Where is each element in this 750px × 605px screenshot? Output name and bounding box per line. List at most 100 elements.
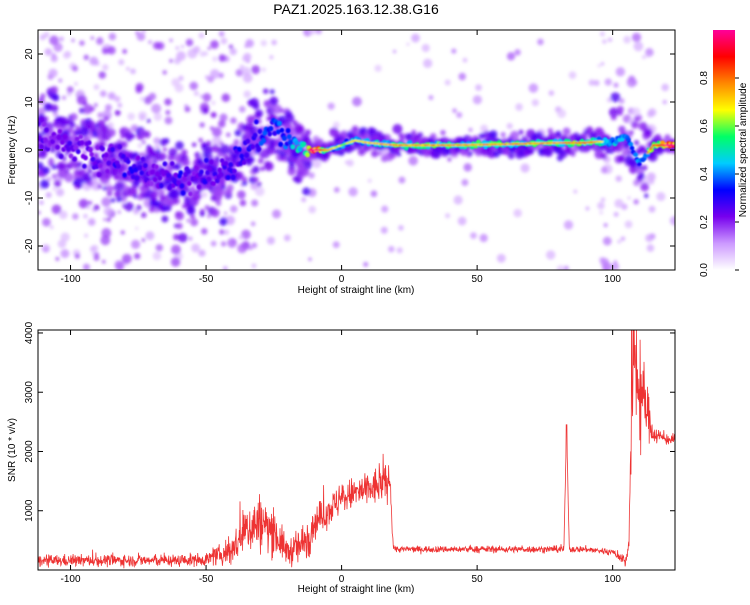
noise-blob [363, 261, 369, 267]
noise-blob [220, 241, 227, 247]
noise-blob [238, 105, 246, 113]
halo-blob [202, 107, 209, 114]
noise-blob [248, 245, 253, 251]
halo-blob [164, 204, 172, 212]
noise-blob [468, 127, 473, 132]
halo-blob [114, 109, 121, 116]
halo-blob [264, 161, 274, 172]
noise-blob [648, 205, 656, 213]
halo-blob [377, 151, 382, 156]
ridge-blob [59, 139, 65, 145]
noise-blob [83, 213, 88, 219]
noise-blob [170, 244, 181, 255]
halo-blob [158, 189, 165, 196]
noise-blob [496, 253, 506, 263]
noise-blob [235, 68, 244, 77]
halo-blob [186, 206, 196, 216]
noise-blob [82, 263, 91, 270]
halo-blob [279, 108, 285, 113]
colorbar: 0.0 0.2 0.4 0.6 0.8 Normalized spectral ampl… [699, 30, 749, 277]
noise-blob [479, 233, 488, 243]
halo-blob [64, 172, 74, 183]
noise-blob [457, 216, 467, 226]
ridge-blob [95, 145, 101, 151]
ridge-blob [186, 180, 192, 187]
noise-blob [251, 242, 258, 249]
noise-blob [83, 54, 89, 61]
noise-blob [45, 192, 52, 198]
noise-blob [261, 67, 266, 72]
halo-blob [644, 193, 649, 199]
noise-blob [185, 38, 194, 47]
noise-blob [239, 64, 245, 70]
halo-blob [221, 184, 226, 190]
halo-blob [573, 145, 580, 152]
noise-blob [101, 197, 112, 207]
noise-blob [39, 200, 44, 205]
ridge-blob [58, 153, 64, 160]
halo-blob [220, 144, 230, 155]
noise-blob [135, 226, 139, 230]
halo-blob [304, 135, 309, 140]
noise-blob [624, 220, 633, 229]
halo-blob [43, 116, 49, 122]
ridge-blob [38, 121, 41, 127]
noise-blob [210, 40, 219, 49]
x-tick-label: 100 [604, 274, 621, 285]
noise-blob [411, 33, 420, 43]
noise-blob [72, 213, 79, 220]
halo-blob [639, 146, 647, 154]
noise-blob [184, 104, 188, 108]
noise-blob [199, 51, 206, 57]
x-tick-label: -50 [199, 274, 214, 285]
snr-y-axis: 1000 2000 3000 4000 [24, 321, 675, 522]
colorbar-tick-label: 0.4 [699, 167, 710, 181]
ridge-blob [279, 127, 285, 133]
halo-blob [174, 163, 182, 171]
halo-blob [205, 140, 212, 147]
noise-blob [398, 225, 404, 231]
noise-blob [139, 96, 145, 102]
halo-blob [633, 140, 640, 146]
halo-blob [46, 122, 53, 129]
noise-blob [444, 79, 451, 86]
ridge-blob [223, 160, 229, 167]
noise-blob [74, 82, 78, 86]
ridge-core [646, 151, 650, 154]
halo-blob [161, 215, 169, 223]
halo-blob [211, 127, 222, 137]
halo-blob [169, 188, 180, 198]
halo-blob [664, 134, 671, 141]
ridge-blob [169, 161, 175, 167]
halo-blob [600, 153, 608, 160]
noise-blob [62, 51, 70, 59]
ridge-blob [207, 166, 213, 172]
halo-blob [139, 152, 145, 158]
spectrogram-y-axis: -20 -10 0 10 20 [24, 48, 675, 253]
halo-blob [102, 186, 107, 191]
halo-blob [429, 133, 437, 140]
ridge-blob [103, 152, 109, 158]
noise-blob [102, 64, 109, 71]
noise-blob [55, 256, 60, 261]
halo-blob [608, 107, 619, 118]
noise-blob [392, 49, 397, 54]
snr-y-label: SNR (10 * v/v) [7, 418, 18, 482]
ridge-blob [72, 156, 77, 162]
halo-blob [114, 190, 122, 198]
ridge-blob [42, 137, 48, 143]
halo-blob [239, 199, 247, 207]
noise-blob [219, 113, 228, 122]
noise-blob [38, 211, 41, 215]
ridge-blob [74, 136, 80, 142]
ridge-blob [116, 163, 121, 169]
halo-blob [219, 217, 228, 226]
noise-blob [43, 31, 50, 38]
ridge-blob [153, 164, 159, 170]
halo-blob [302, 187, 311, 196]
colorbar-tick-label: 0.8 [699, 71, 710, 85]
noise-blob [201, 191, 208, 198]
halo-blob [351, 125, 359, 133]
noise-blob [556, 265, 565, 270]
noise-blob [90, 36, 94, 40]
